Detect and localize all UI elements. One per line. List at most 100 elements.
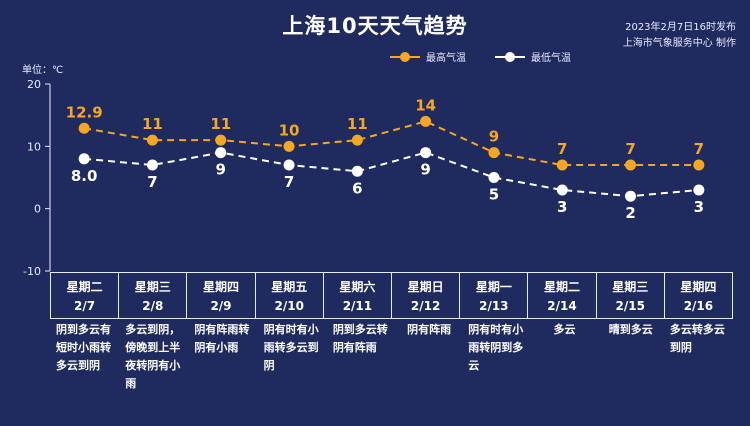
high-temp-label: 11 [142,115,163,133]
high-temp-point [351,134,363,146]
day-cell: 星期日 2/12 [391,273,459,318]
y-tick-label: 20 [27,78,41,91]
high-temp-point [283,140,295,152]
high-temp-point [420,115,432,127]
high-temp-point [556,159,568,171]
high-temp-label: 11 [347,115,368,133]
legend-swatch-high [390,51,420,63]
unit-label: 单位：℃ [22,65,64,76]
day-cell: 星期四 2/9 [186,273,254,318]
day-weekday: 星期三 [134,280,171,294]
low-temp-label: 2 [625,204,635,222]
day-weather: 多云到阴，傍晚到上半夜转阴有小雨 [125,323,181,390]
high-temp-label: 7 [625,140,635,158]
legend-item-high: 最高气温 [390,49,466,64]
day-weekday: 星期二 [66,280,103,294]
day-weekday: 星期四 [680,280,717,294]
day-date: 2/14 [547,299,577,313]
day-date: 2/7 [74,299,96,313]
high-temp-line [83,120,699,167]
day-header-table: 星期二 2/7 星期三 2/8 星期四 2/9 星期五 2/10 星期六 2/11 星期日 2/12 星… [50,272,733,319]
y-tick-label: 10 [27,140,41,153]
publisher: 上海市气象服务中心 制作 [622,38,736,49]
day-date: 2/9 [210,299,232,313]
day-weather: 多云转多云到阴 [669,323,725,354]
publish-info: 2023年2月7日16时发布 上海市气象服务中心 制作 [623,20,736,52]
high-temp-point [215,134,227,146]
high-temp-label: 7 [557,140,567,158]
day-cell: 星期四 2/16 [663,273,732,318]
high-temp-label: 10 [279,121,300,139]
chart-title: 上海10天天气趋势 [282,14,468,38]
legend-item-low: 最低气温 [495,49,571,64]
low-temp-label: 3 [694,198,704,216]
high-temp-point [488,147,500,159]
day-cell: 星期三 2/8 [118,273,186,318]
day-weather: 阴到多云有短时小雨转多云到阴 [56,323,111,372]
day-cell: 星期五 2/10 [254,273,323,318]
low-temp-label: 9 [420,161,430,179]
low-temp-label: 9 [216,161,226,179]
day-weather: 阴有阵雨 [407,323,452,336]
day-date: 2/12 [410,299,441,313]
day-cell: 星期一 2/13 [459,273,527,318]
low-temp-point [693,184,705,196]
y-tick-label: -10 [23,265,41,278]
day-weather: 阴到多云转阴有阵雨 [332,323,388,354]
high-temp-label: 7 [694,140,704,158]
low-temp-point [146,159,158,171]
low-temp-point [420,147,432,159]
publish-time: 2023年2月7日16时发布 [625,22,736,33]
low-temp-line [84,151,699,198]
y-tick-label: 0 [34,203,41,216]
high-temp-point [146,134,158,146]
day-weekday: 星期一 [475,280,512,294]
day-date: 2/13 [479,299,509,313]
day-weather: 阴有时有小雨转阴到多云 [468,323,524,372]
low-temp-point [351,165,363,177]
day-cell: 星期三 2/15 [595,273,664,318]
low-temp-point [283,159,295,171]
low-temp-label: 5 [489,186,499,204]
low-temp-label: 7 [147,173,157,191]
legend-label-low: 最低气温 [531,53,571,64]
legend-swatch-low [495,51,525,63]
day-date: 2/8 [142,299,164,313]
day-weekday: 星期五 [271,280,308,294]
day-cell: 星期六 2/11 [322,273,391,318]
day-weather: 晴到多云 [608,323,653,336]
low-temp-point [556,184,568,196]
high-temp-label: 12.9 [66,103,103,121]
day-weekday: 星期三 [612,280,649,294]
day-date: 2/11 [342,299,373,313]
day-weather: 阴有时有小雨转多云到阴 [263,323,319,372]
low-temp-label: 6 [352,179,362,197]
low-temp-point [625,190,637,202]
day-weekday: 星期六 [339,280,376,294]
low-temp-point [215,147,227,159]
high-temp-point [693,159,705,171]
day-cell: 星期二 2/7 [51,273,118,318]
high-temp-label: 11 [210,115,231,133]
low-temp-label: 3 [557,198,567,216]
high-temp-label: 9 [489,128,499,146]
legend-label-high: 最高气温 [426,53,466,64]
high-temp-point [625,159,637,171]
day-date: 2/16 [683,299,714,313]
low-temp-point [78,153,90,165]
day-weekday: 星期四 [203,280,240,294]
low-temp-label: 8.0 [71,167,98,185]
high-temp-label: 14 [415,96,436,114]
day-weather: 阴有阵雨转阴有小雨 [194,323,250,354]
high-temp-point [78,122,90,134]
day-cell: 星期二 2/14 [527,273,595,318]
day-weather: 多云 [553,323,576,336]
weather-description-row: 阴到多云有短时小雨转多云到阴 多云到阴，傍晚到上半夜转阴有小雨 阴有阵雨转阴有小雨阴… [50,321,733,393]
day-date: 2/15 [615,299,645,313]
low-temp-label: 7 [284,173,294,191]
day-weekday: 星期二 [544,280,581,294]
day-date: 2/10 [274,299,304,313]
low-temp-point [488,172,500,183]
day-weekday: 星期日 [407,280,444,294]
